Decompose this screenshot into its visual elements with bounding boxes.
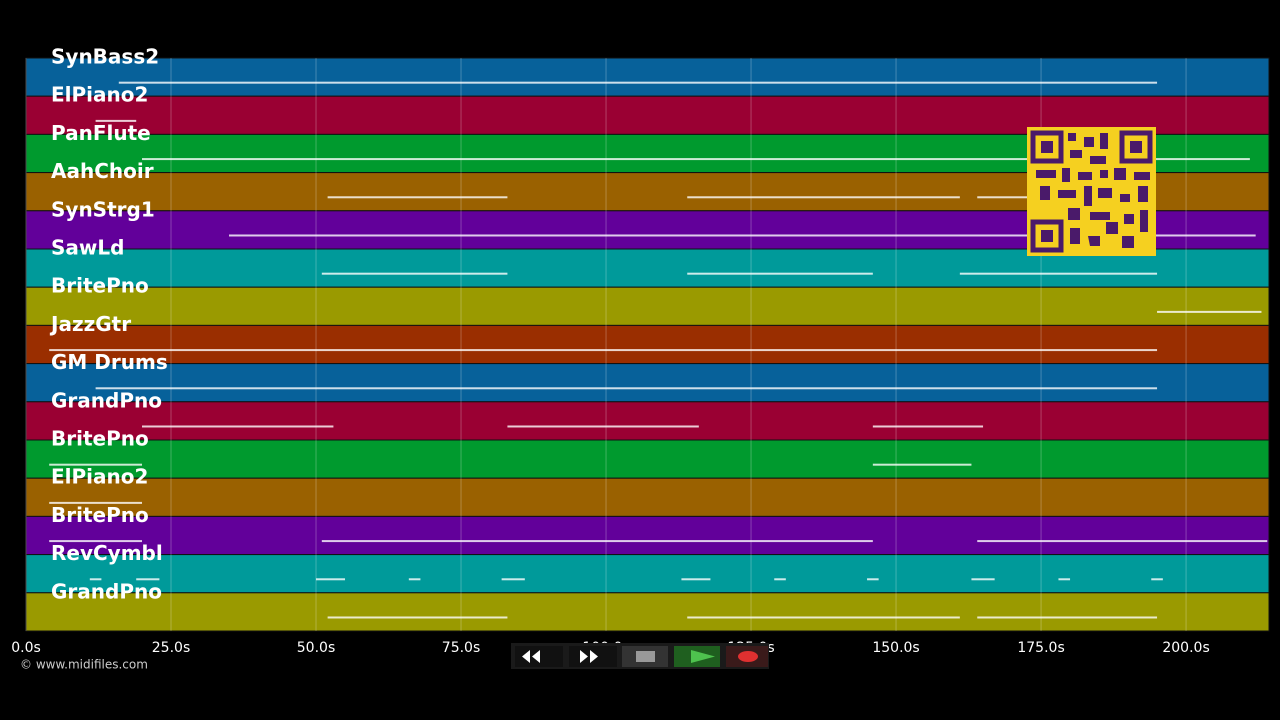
track-row — [25, 477, 1270, 517]
note-span — [681, 578, 711, 581]
note-span — [327, 196, 508, 199]
qr-code — [1027, 127, 1156, 256]
track-label: ElPiano2 — [51, 83, 148, 107]
transport — [511, 643, 769, 669]
track-row — [25, 554, 1270, 594]
note-span — [316, 578, 346, 581]
x-tick-label: 150.0s — [872, 640, 919, 656]
x-tick-label: 75.0s — [442, 640, 480, 656]
track-row — [25, 515, 1270, 556]
track-label: AahChoir — [51, 159, 154, 183]
note-span — [142, 425, 334, 428]
record-button[interactable] — [726, 646, 768, 667]
track-row — [25, 363, 1270, 403]
note-span — [321, 540, 873, 543]
fast-forward-button[interactable] — [569, 646, 617, 667]
track-label: SynBass2 — [51, 45, 159, 69]
note-span — [408, 578, 421, 581]
note-span — [872, 463, 972, 466]
track-label: BritePno — [51, 427, 149, 451]
note-span — [1151, 578, 1163, 581]
note-span — [136, 578, 160, 581]
track-label: GrandPno — [51, 388, 162, 412]
note-span — [49, 349, 1158, 352]
track-label: JazzGtr — [49, 312, 131, 336]
note-span — [142, 158, 1250, 161]
note-span — [977, 196, 1030, 199]
note-span — [95, 119, 137, 122]
note-span — [687, 616, 960, 619]
credit: © www.midifiles.com — [20, 658, 148, 672]
x-tick-label: 200.0s — [1162, 640, 1209, 656]
note-span — [1157, 310, 1262, 313]
note-span — [687, 272, 873, 275]
note-span — [229, 234, 1256, 237]
track-labels: SynBass2 ElPiano2 PanFlute AahChoir SynStrg1… — [49, 45, 168, 604]
track-row — [25, 57, 1270, 97]
note-span — [977, 616, 1158, 619]
note-span — [321, 272, 508, 275]
play-button[interactable] — [674, 646, 720, 667]
track-row — [25, 401, 1270, 441]
track-row — [25, 286, 1270, 326]
note-span — [507, 425, 699, 428]
track-label: ElPiano2 — [51, 465, 148, 489]
track-label: SynStrg1 — [51, 197, 155, 221]
x-tick-label: 0.0s — [11, 640, 41, 656]
note-span — [95, 387, 1158, 390]
track-label: BritePno — [51, 274, 149, 298]
note-span — [774, 578, 786, 581]
note-span — [49, 463, 143, 466]
x-tick-label: 25.0s — [152, 640, 190, 656]
notes — [49, 81, 1268, 619]
x-tick-label: 50.0s — [297, 640, 335, 656]
rewind-button[interactable] — [515, 646, 563, 667]
note-span — [1058, 578, 1071, 581]
note-span — [867, 578, 879, 581]
track-row — [25, 439, 1270, 479]
note-span — [959, 272, 1158, 275]
track-label: BritePno — [51, 503, 149, 527]
note-span — [49, 540, 143, 543]
track-label: PanFlute — [51, 121, 151, 145]
track-label: RevCymbl — [51, 541, 163, 565]
note-span — [971, 578, 995, 581]
track-row — [25, 324, 1270, 365]
note-span — [977, 540, 1268, 543]
stop-button[interactable] — [622, 646, 668, 667]
track-row — [25, 592, 1270, 632]
note-span — [501, 578, 525, 581]
track-label: SawLd — [51, 236, 124, 260]
track-label: GM Drums — [51, 350, 168, 374]
note-span — [89, 578, 102, 581]
note-span — [687, 196, 960, 199]
note-span — [118, 81, 1158, 84]
note-span — [327, 616, 508, 619]
track-label: GrandPno — [51, 579, 162, 603]
x-tick-label: 175.0s — [1017, 640, 1064, 656]
note-span — [49, 501, 143, 504]
note-span — [872, 425, 984, 428]
